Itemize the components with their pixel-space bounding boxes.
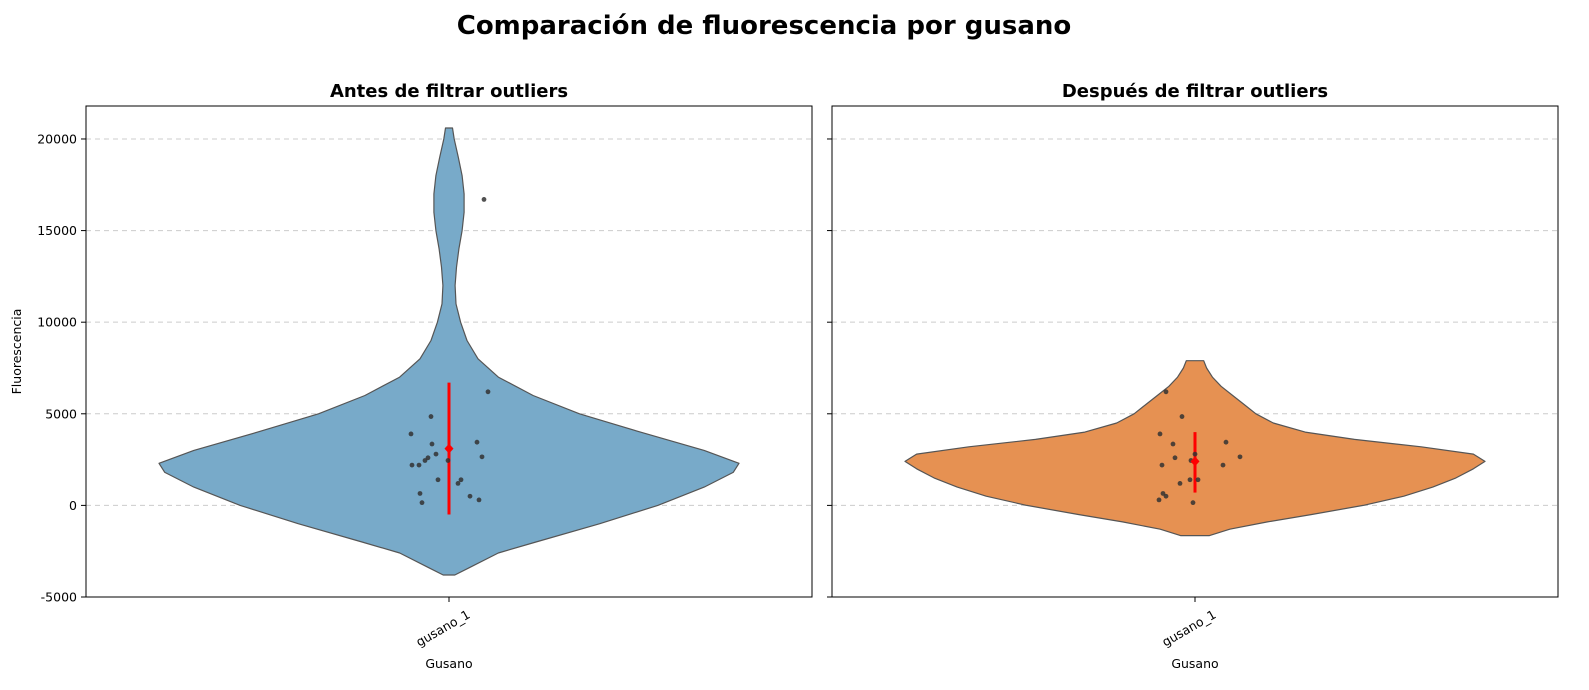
figure-title: Comparación de fluorescencia por gusano (457, 11, 1072, 41)
data-point (1220, 462, 1226, 468)
mean-marker (1190, 456, 1200, 467)
data-point (1190, 500, 1196, 506)
y-tick-label: 5000 (45, 406, 77, 421)
data-point (1187, 477, 1193, 483)
data-point (474, 439, 480, 445)
data-point (1237, 454, 1243, 460)
data-point (408, 431, 414, 437)
y-tick-label: 15000 (37, 223, 77, 238)
data-point (467, 493, 473, 499)
y-tick-label: -5000 (41, 590, 77, 605)
x-tick-label: gusano_1 (1159, 607, 1218, 650)
y-axis-label: Fluorescencia (9, 309, 24, 395)
data-point (416, 462, 422, 468)
y-tick-label: 10000 (37, 315, 77, 330)
mean-marker (444, 443, 454, 454)
data-point (455, 481, 461, 486)
data-point (1172, 455, 1178, 461)
data-point (445, 458, 451, 463)
data-point (479, 454, 485, 460)
data-point (1195, 477, 1201, 483)
data-point (481, 197, 487, 202)
data-point (1163, 493, 1169, 499)
data-point (417, 491, 423, 496)
y-tick-label: 20000 (37, 131, 77, 146)
data-point (428, 414, 434, 419)
panel-title: Antes de filtrar outliers (330, 81, 568, 102)
data-point (1179, 414, 1185, 419)
data-point (458, 477, 464, 483)
data-point (1177, 481, 1183, 486)
violin-panel-2: gusano_1 Después de filtrar outliers Gusan… (827, 81, 1559, 671)
data-point (425, 455, 431, 461)
data-point (429, 441, 435, 447)
data-point (419, 500, 425, 506)
x-tick-label: gusano_1 (413, 607, 472, 650)
data-point (409, 462, 415, 468)
data-point (1157, 431, 1163, 437)
violin-panel-1: -5000 0 5000 10000 15000 20000 gusano_1 Antes d… (9, 81, 813, 671)
data-point (1170, 441, 1176, 447)
data-point (1156, 497, 1162, 503)
y-tick-label: 0 (69, 498, 77, 513)
panel-title: Después de filtrar outliers (1062, 81, 1328, 102)
data-point (1159, 462, 1165, 468)
data-point (435, 477, 441, 483)
panels: -5000 0 5000 10000 15000 20000 gusano_1 Antes d… (9, 81, 1559, 671)
data-point (1223, 439, 1229, 445)
data-point (433, 451, 439, 457)
data-point (1163, 389, 1169, 395)
data-point (476, 497, 482, 503)
data-point (1192, 451, 1198, 457)
data-point (485, 389, 491, 395)
violin-body (158, 127, 740, 576)
x-axis-label: Gusano (425, 656, 472, 671)
x-axis-label: Gusano (1171, 656, 1218, 671)
